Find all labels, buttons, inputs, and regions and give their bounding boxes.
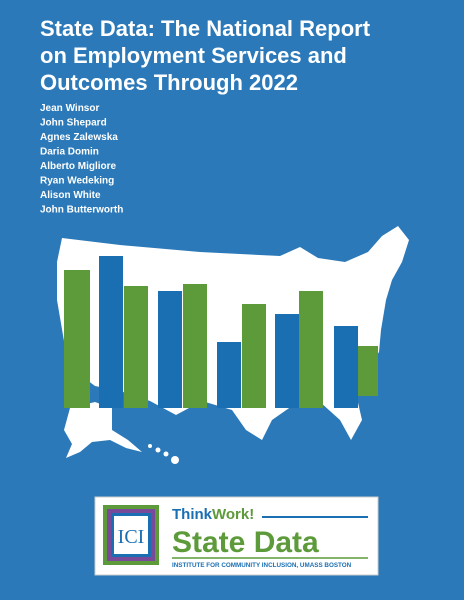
author: John Butterworth (40, 205, 123, 216)
author: Alison White (40, 190, 101, 201)
hawaii (148, 444, 179, 464)
author: John Shepard (40, 118, 107, 129)
icon-text: ICI (118, 526, 145, 548)
author: Ryan Wedeking (40, 176, 114, 187)
bar-graphic (64, 256, 378, 408)
author: Jean Winsor (40, 103, 99, 114)
brand: ThinkWork! (172, 506, 254, 523)
author: Daria Domin (40, 147, 99, 158)
brand-think: Think (172, 506, 213, 523)
author: Agnes Zalewska (40, 132, 118, 143)
title-line: on Employment Services and (40, 43, 347, 68)
alaska (64, 402, 142, 458)
title-line: State Data: The National Report (40, 16, 371, 41)
logo-tagline: INSTITUTE FOR COMMUNITY INCLUSION, UMASS… (172, 562, 352, 569)
brand-work: Work! (212, 506, 254, 523)
title-line: Outcomes Through 2022 (40, 70, 298, 95)
logo: ICI ThinkWork! State Data INSTITUTE FOR … (94, 496, 379, 576)
logo-name: State Data (172, 526, 319, 559)
author: Alberto Migliore (40, 161, 117, 172)
author-list: Jean Winsor John Shepard Agnes Zalewska Dar… (40, 103, 123, 216)
